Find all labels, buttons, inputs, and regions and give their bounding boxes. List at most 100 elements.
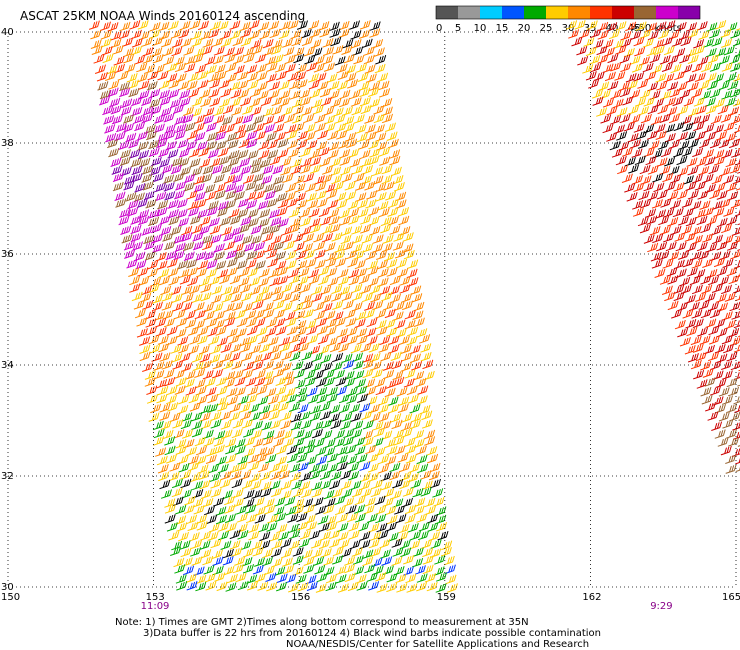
wind-barb [203, 437, 215, 447]
wind-barb [202, 497, 214, 508]
wind-barb [311, 428, 323, 439]
wind-barb [407, 523, 419, 533]
wind-barb [326, 393, 338, 403]
wind-barb [315, 182, 327, 192]
wind-barb [131, 96, 143, 107]
wind-barb [99, 21, 111, 31]
wind-barb [349, 539, 361, 550]
wind-barb [180, 478, 192, 489]
wind-barb [189, 20, 201, 30]
wind-barb [346, 326, 358, 337]
wind-barb [262, 370, 274, 381]
wind-barb [336, 63, 348, 74]
wind-barb [375, 572, 387, 582]
wind-barb [372, 565, 384, 575]
wind-barb [721, 334, 733, 345]
wind-barb [268, 410, 280, 421]
wind-barb [380, 351, 392, 362]
wind-barb [288, 208, 300, 218]
wind-barb [705, 104, 717, 115]
wind-barb [700, 90, 712, 100]
wind-barb [342, 436, 354, 446]
wind-barb [383, 181, 395, 191]
wind-barb [245, 122, 257, 133]
wind-barb [681, 147, 693, 157]
wind-barb [277, 138, 289, 148]
wind-barb [667, 216, 679, 227]
wind-barb [640, 198, 652, 209]
wind-barb [705, 47, 717, 58]
wind-barb [691, 234, 703, 245]
wind-barb [704, 183, 716, 194]
wind-barb [291, 480, 303, 490]
legend-tick-label: 20 [518, 23, 531, 34]
wind-barb [230, 89, 242, 99]
wind-barb [296, 260, 308, 270]
wind-barb [343, 428, 355, 439]
wind-barb [296, 335, 308, 346]
wind-barb [359, 461, 371, 471]
wind-barb [320, 96, 332, 107]
wind-barb [599, 89, 611, 100]
wind-barb [345, 249, 357, 260]
wind-barb [667, 275, 679, 285]
wind-barb [311, 47, 323, 57]
wind-barb [236, 259, 248, 270]
wind-barb [276, 266, 288, 277]
wind-barb [231, 106, 243, 116]
wind-barb [195, 455, 207, 465]
wind-barb [397, 403, 409, 413]
wind-barb [377, 529, 389, 540]
wind-barb [714, 343, 726, 354]
wind-barb [293, 437, 305, 447]
wind-barb [326, 453, 338, 463]
wind-barb [171, 38, 183, 48]
wind-barb [323, 504, 335, 515]
wind-barb [221, 164, 232, 174]
wind-barb [259, 471, 271, 481]
wind-barb [178, 463, 190, 473]
wind-barb [378, 454, 390, 465]
wind-barb [398, 335, 410, 345]
wind-barb [283, 437, 295, 447]
wind-barb [387, 138, 399, 149]
wind-barb [276, 573, 288, 583]
wind-barb [719, 198, 731, 209]
wind-barb [199, 88, 211, 99]
wind-barb [422, 547, 434, 558]
wind-barb [276, 206, 288, 217]
wind-barb [129, 20, 141, 30]
wind-barb [369, 226, 381, 236]
wind-barb [186, 446, 197, 457]
wind-barb [217, 463, 229, 474]
wind-barb [224, 317, 236, 327]
wind-barb [424, 436, 436, 446]
wind-barb [207, 200, 219, 211]
wind-barb [139, 351, 151, 362]
wind-barb [195, 64, 207, 74]
wind-barb [251, 540, 263, 550]
wind-barb [392, 478, 404, 489]
wind-barb [184, 310, 196, 320]
wind-barb [262, 360, 274, 370]
wind-barb [215, 455, 227, 466]
wind-barb [233, 54, 245, 65]
wind-barb [616, 107, 628, 117]
wind-barb [193, 183, 205, 193]
wind-barb [148, 147, 160, 157]
wind-barb [198, 470, 210, 480]
legend-swatch [546, 6, 568, 19]
wind-barb [697, 56, 709, 66]
wind-barb [666, 267, 678, 277]
wind-barb [282, 38, 293, 48]
wind-barb [278, 470, 290, 480]
wind-barb [651, 259, 663, 269]
wind-barb [625, 21, 637, 32]
wind-barb [172, 104, 184, 114]
wind-barb [418, 521, 430, 532]
wind-barb [212, 359, 224, 370]
wind-barb [284, 113, 295, 124]
wind-barb [300, 294, 312, 304]
wind-barb [357, 393, 368, 403]
wind-barb [178, 80, 190, 91]
